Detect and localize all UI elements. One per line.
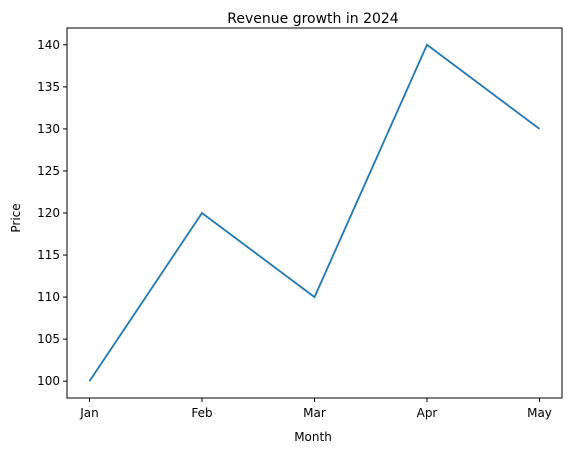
y-axis-label: Price (9, 203, 23, 232)
y-tick-label: 135 (37, 80, 60, 94)
x-tick-label: Mar (303, 406, 326, 420)
x-tick-label: Jan (79, 406, 99, 420)
y-tick-label: 120 (37, 206, 60, 220)
series-line (88, 43, 541, 382)
y-axis: 100 105 110 115 120 125 130 135 140 (37, 38, 67, 388)
y-tick-label: 125 (37, 164, 60, 178)
x-tick-label: Feb (191, 406, 212, 420)
y-tick-label: 130 (37, 122, 60, 136)
y-tick-label: 110 (37, 290, 60, 304)
y-tick-label: 115 (37, 248, 60, 262)
y-tick-label: 100 (37, 374, 60, 388)
x-tick-label: Apr (417, 406, 438, 420)
y-tick-label: 105 (37, 332, 60, 346)
chart-title: Revenue growth in 2024 (227, 11, 399, 27)
plot-area: 100 105 110 115 120 125 130 135 140 Jan Feb Mar Apr… (37, 27, 563, 420)
x-tick-label: May (527, 406, 552, 420)
y-tick-label: 140 (37, 38, 60, 52)
x-axis: Jan Feb Mar Apr May (79, 398, 552, 420)
x-axis-label: Month (294, 430, 332, 444)
